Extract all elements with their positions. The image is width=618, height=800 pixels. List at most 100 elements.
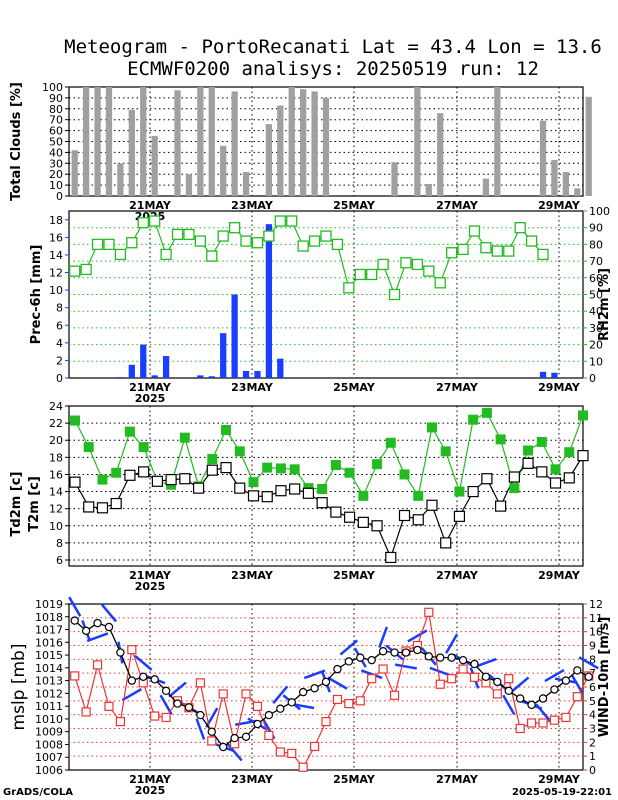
rh-marker: [171, 228, 184, 241]
cloud-bar: [482, 178, 490, 196]
rh-marker: [411, 258, 424, 271]
rh-marker: [445, 247, 458, 259]
t2m-marker: [179, 432, 190, 443]
y-tick-label: 10: [49, 179, 63, 192]
td2m-marker: [165, 473, 177, 486]
wind-marker: [81, 707, 91, 717]
wind-marker: [538, 718, 548, 728]
x-date-label: 25MAY: [333, 199, 376, 212]
td2m-marker: [453, 510, 466, 522]
t2m-marker: [564, 447, 575, 458]
precip-bar: [539, 371, 547, 378]
td2m-marker: [124, 469, 136, 481]
td2m-marker: [440, 537, 452, 549]
t2m-marker: [124, 426, 135, 437]
rh-marker: [331, 238, 344, 251]
cloud-bar: [197, 87, 204, 196]
y-axis-label: Total Clouds [%]: [9, 82, 24, 201]
y-axis-label-2: T2m [c]: [27, 476, 42, 532]
wind-barb: [407, 629, 428, 643]
wind-marker: [435, 679, 445, 689]
rh-marker: [228, 222, 241, 234]
y-tick-label: 1010: [35, 713, 63, 726]
td2m-marker: [357, 516, 369, 528]
td2m-marker: [549, 477, 562, 489]
y2-tick-label: 12: [589, 598, 603, 611]
rh-marker: [320, 230, 332, 242]
td2m-marker: [289, 483, 301, 495]
mslp-marker: [93, 618, 102, 628]
y-tick-label: 1006: [35, 764, 63, 777]
y2-tick-label: 40: [589, 305, 603, 318]
x-date-label: 29MAY: [538, 773, 581, 786]
td2m-marker: [577, 450, 589, 462]
mslp-marker: [230, 733, 239, 743]
t2m-marker: [523, 445, 534, 456]
cloud-bar: [288, 87, 295, 196]
x-date-label: 27MAY: [436, 199, 479, 212]
mslp-marker: [310, 684, 319, 693]
y2-tick-label: 8: [589, 653, 596, 666]
t2m-marker: [70, 415, 80, 426]
mslp-marker: [196, 710, 205, 720]
y-tick-label: 24: [49, 400, 63, 413]
rh-marker: [354, 268, 366, 281]
mslp-marker: [367, 655, 376, 665]
y-tick-label: 6: [56, 554, 63, 567]
y2-tick-label: 0: [589, 372, 596, 385]
wind-marker: [458, 664, 468, 674]
y-axis-label: Td2m [c]: [9, 472, 24, 537]
y2-tick-label: 100: [589, 205, 610, 218]
y-tick-label: 20: [49, 168, 63, 181]
t2m-marker: [495, 434, 506, 445]
y2-tick-label: 70: [589, 255, 603, 268]
mslp-marker: [127, 676, 137, 685]
x-year-label: 2025: [135, 580, 166, 593]
precip-bar: [117, 377, 124, 378]
td2m-marker: [234, 482, 246, 494]
wind-marker: [275, 747, 285, 757]
y-tick-label: 100: [42, 81, 63, 94]
panel-1: 21MAY23MAY25MAY27MAY29MAY202501020304050…: [9, 81, 592, 223]
wind-marker: [127, 645, 137, 655]
y-tick-label: 14: [49, 486, 63, 499]
y-tick-label: 8: [56, 537, 63, 550]
rh-marker: [457, 243, 469, 256]
rh-marker: [480, 242, 492, 254]
y2-tick-label: 11: [589, 612, 603, 625]
y-tick-label: 30: [49, 157, 63, 170]
td2m-marker: [83, 501, 95, 513]
td2m-marker: [495, 500, 507, 512]
y2-tick-label: 9: [589, 640, 596, 653]
rh-marker: [308, 235, 321, 247]
y2-tick-label: 30: [589, 322, 603, 335]
wind-marker: [241, 689, 251, 699]
rh-marker: [126, 237, 138, 249]
precip-bar: [208, 376, 215, 378]
x-date-label: 27MAY: [436, 569, 479, 582]
panel-2: 21MAY 23MAY 25MAY 27MAY 29MAY 2025 0 2 4 6 8 10 12 14…: [29, 205, 612, 405]
rh-marker: [206, 250, 218, 262]
wind-barb: [272, 685, 289, 704]
t2m-marker: [372, 459, 383, 470]
t2m-marker: [289, 464, 300, 475]
wind-barb: [394, 663, 418, 670]
mslp-marker: [436, 653, 445, 662]
t2m-marker: [234, 446, 245, 457]
wind-marker: [161, 712, 171, 723]
rh-marker: [251, 237, 264, 249]
y-tick-label: 0: [56, 372, 63, 385]
td2m-marker: [110, 497, 122, 510]
wind-barb: [292, 702, 315, 710]
wind-marker: [549, 715, 560, 725]
y-tick-label: 16: [49, 468, 63, 481]
panel-4: 21MAY 23MAY 25MAY 27MAY 29MAY202510061007100…: [9, 596, 612, 797]
cloud-bar: [208, 87, 215, 196]
t2m-marker: [385, 437, 396, 448]
mslp-marker: [81, 626, 91, 636]
wind-barb: [475, 657, 497, 668]
t2m-marker: [97, 474, 108, 485]
y-tick-label: 1013: [35, 675, 63, 688]
wind-barb: [121, 688, 142, 702]
